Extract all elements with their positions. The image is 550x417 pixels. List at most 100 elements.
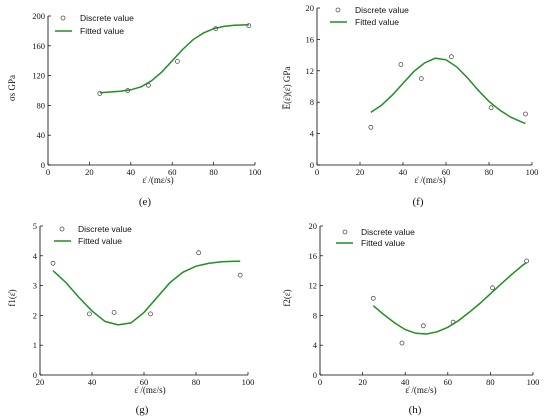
xlabel-g: ε̇ /(mε/s) [134,385,165,395]
legend-fitted-h: Fitted value [361,238,405,248]
fitted-curve-h [372,261,528,335]
discrete-point-g [111,309,117,315]
legend-h: Discrete value Fitted value [336,227,415,248]
panel-f: 0 20 40 60 80 100 0 4 8 12 16 20 ε̇ /(mε/s) E̅(ε̇)(… [282,3,538,208]
legend-fitted-f: Fitted value [355,17,399,27]
x-tick-label-f: 40 [399,167,408,177]
y-tick-label-f: 0 [310,160,314,170]
legend-marker-f [335,7,341,13]
x-tick-label-f: 20 [356,167,365,177]
fitted-curve-f [370,57,526,125]
legend-marker-h [342,229,348,235]
x-tick-label-f: 0 [315,167,319,177]
plot-h: 0 20 40 60 80 100 0 4 8 12 16 20 [309,221,540,387]
x-tick-label-h: 80 [486,377,495,387]
y-tick-label-e: 160 [32,41,45,51]
plot-g: 20 40 60 80 100 0 1 2 3 4 5 [33,221,255,387]
legend-discrete-f: Discrete value [355,5,409,15]
discrete-point-h [420,323,426,329]
x-tick-label-h: 100 [527,377,540,387]
legend-fitted-e: Fitted value [80,26,124,36]
y-tick-label-f: 20 [306,3,315,13]
panel-label-e: (e) [139,196,152,208]
legend-discrete-e: Discrete value [80,13,134,23]
x-tick-label-h: 0 [318,377,322,387]
discrete-point-f [398,62,404,67]
y-tick-label-f: 16 [306,34,315,44]
plot-f: 0 20 40 60 80 100 0 4 8 12 16 20 [306,3,539,177]
discrete-point-f [448,54,454,60]
legend-marker-g [59,226,65,232]
x-tick-label-e: 80 [209,167,218,177]
ylabel-f: E̅(ε̇)(ε̇) GPa [282,67,292,110]
x-tick-label-e: 40 [127,167,136,177]
x-tick-label-e: 100 [249,167,262,177]
y-tick-label-g: 3 [33,281,37,291]
x-tick-label-g: 60 [140,377,149,387]
discrete-point-e [97,91,103,96]
y-tick-label-g: 0 [33,370,37,380]
discrete-point-e [125,88,131,93]
y-tick-label-e: 40 [37,130,46,140]
x-tick-label-g: 20 [36,377,45,387]
x-tick-label-g: 100 [242,377,255,387]
legend-discrete-g: Discrete value [78,224,132,234]
y-tick-label-h: 8 [313,310,317,320]
discrete-point-g [50,260,56,266]
legend-marker-e [60,15,66,21]
legend-e: Discrete value Fitted value [55,13,134,36]
y-tick-label-f: 12 [306,66,315,76]
y-tick-label-e: 0 [41,160,45,170]
discrete-point-g [87,311,92,317]
panel-label-h: (h) [409,404,422,416]
x-tick-label-e: 60 [168,167,177,177]
y-tick-label-e: 120 [32,71,45,81]
y-tick-label-g: 4 [33,251,38,261]
legend-discrete-h: Discrete value [361,227,415,237]
discrete-point-f [418,76,424,81]
xlabel-e: ε̇ /(mε/s) [142,175,173,185]
y-tick-label-g: 2 [33,310,37,320]
x-tick-label-f: 80 [485,167,494,177]
discrete-point-f [523,111,528,117]
y-tick-label-h: 20 [309,221,318,231]
x-tick-label-f: 60 [442,167,451,177]
panel-label-f: (f) [413,196,424,208]
discrete-point-e [145,82,151,88]
xlabel-h: ε̇ /(mε/s) [405,385,436,395]
xlabel-f: ε̇ /(mε/s) [414,175,445,185]
discrete-point-h [399,340,405,346]
ylabel-e: σs GPa [7,75,17,101]
y-tick-label-g: 5 [33,221,37,231]
legend-fitted-g: Fitted value [78,236,122,246]
x-tick-label-e: 0 [46,167,50,177]
panel-e: 0 20 40 60 80 100 0 40 80 120 160 200 ε̇ /(mε/s) σs… [7,11,261,208]
plot-e: 0 20 40 60 80 100 0 40 80 120 160 200 [32,11,261,177]
discrete-point-g [148,311,153,317]
ylabel-h: f2(ε̇) [282,289,292,306]
fitted-curve-g [52,260,241,326]
legend-f: Discrete value Fitted value [330,5,409,27]
x-tick-label-g: 80 [192,377,201,387]
ylabel-g: f1(ε̇) [7,289,17,306]
y-tick-label-e: 200 [32,11,45,21]
panel-label-g: (g) [136,404,149,416]
x-tick-label-f: 100 [526,167,539,177]
y-tick-label-h: 4 [313,340,318,350]
discrete-point-h [370,295,376,301]
discrete-point-h [450,319,456,325]
x-tick-label-e: 20 [85,167,94,177]
y-tick-label-e: 80 [37,100,46,110]
x-tick-label-h: 60 [444,377,453,387]
discrete-point-h [490,285,495,291]
y-tick-label-h: 12 [309,281,318,291]
legend-g: Discrete value Fitted value [54,224,132,246]
y-tick-label-g: 1 [33,340,37,350]
y-tick-label-h: 0 [313,370,317,380]
discrete-point-f [368,124,374,130]
y-tick-label-f: 8 [310,97,314,107]
discrete-point-e [246,23,252,29]
